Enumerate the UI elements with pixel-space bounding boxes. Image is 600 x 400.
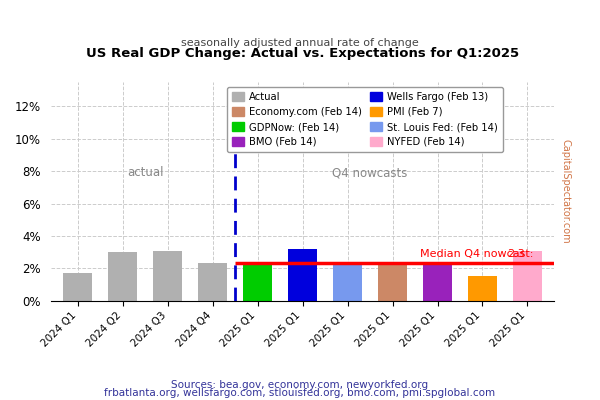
Bar <box>333 264 362 301</box>
Text: frbatlanta.org, wellsfargo.com, stlouisfed.org, bmo.com, pmi.spglobal.com: frbatlanta.org, wellsfargo.com, stlouisf… <box>104 388 496 398</box>
Bar <box>108 252 137 301</box>
Bar <box>198 264 227 301</box>
Text: Sources: bea.gov, economy.com, newyorkfed.org: Sources: bea.gov, economy.com, newyorkfe… <box>172 380 428 390</box>
Legend: Actual, Economy.com (Feb 14), GDPNow: (Feb 14), BMO (Feb 14), Wells Fargo (Feb 1: Actual, Economy.com (Feb 14), GDPNow: (F… <box>227 87 503 152</box>
Bar <box>513 250 542 301</box>
Bar <box>288 249 317 301</box>
Text: Median Q4 nowcast:: Median Q4 nowcast: <box>419 249 533 259</box>
Bar <box>378 264 407 301</box>
Bar <box>153 250 182 301</box>
Text: CapitalSpectator.com: CapitalSpectator.com <box>560 139 571 244</box>
Title: US Real GDP Change: Actual vs. Expectations for Q1:2025: US Real GDP Change: Actual vs. Expectati… <box>86 47 519 60</box>
Bar <box>63 273 92 301</box>
Text: Q4 nowcasts: Q4 nowcasts <box>332 166 408 179</box>
Text: 2.3: 2.3 <box>508 249 525 259</box>
Bar <box>468 276 497 301</box>
Bar <box>423 264 452 301</box>
Text: actual: actual <box>127 166 164 179</box>
Text: seasonally adjusted annual rate of change: seasonally adjusted annual rate of chang… <box>181 38 419 48</box>
Bar <box>243 264 272 301</box>
